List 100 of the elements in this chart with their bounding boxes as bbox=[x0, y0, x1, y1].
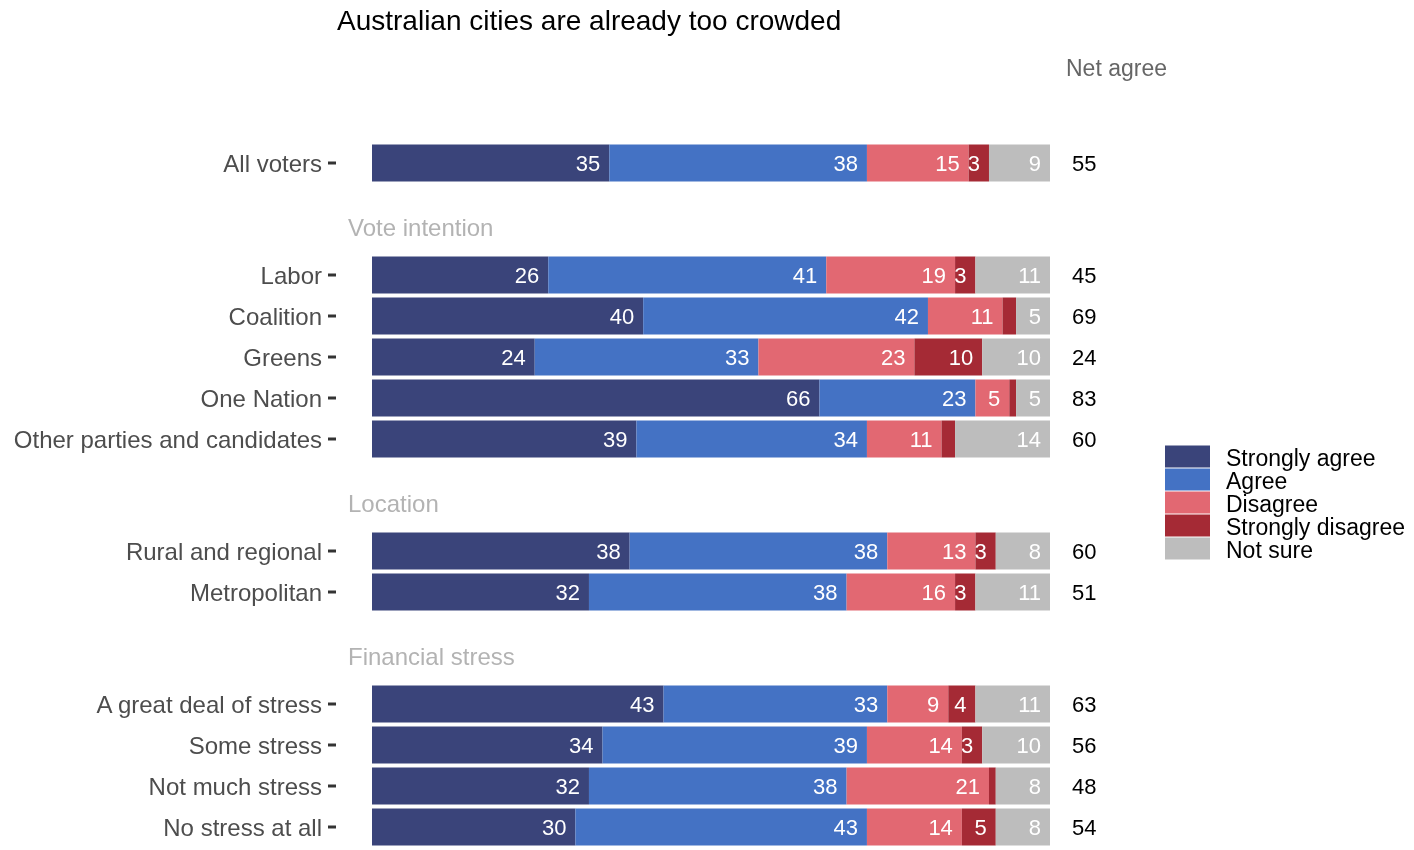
data-label: 8 bbox=[1028, 773, 1041, 799]
data-label: 39 bbox=[602, 426, 628, 452]
data-label: 3 bbox=[967, 150, 980, 176]
bar bbox=[914, 338, 983, 376]
bar bbox=[636, 420, 867, 458]
data-label: 14 bbox=[928, 814, 953, 840]
data-label: 34 bbox=[833, 426, 858, 452]
bar bbox=[988, 144, 1050, 182]
data-label: 15 bbox=[935, 150, 960, 176]
data-label: 24 bbox=[501, 344, 526, 370]
bar bbox=[819, 379, 976, 417]
data-label: 38 bbox=[813, 773, 838, 799]
bar bbox=[975, 685, 1050, 723]
bar bbox=[602, 726, 867, 764]
data-label: 26 bbox=[514, 262, 540, 288]
data-label: 10 bbox=[1016, 344, 1041, 370]
data-label: 13 bbox=[941, 538, 967, 564]
data-label: 14 bbox=[928, 732, 953, 758]
bar bbox=[588, 767, 847, 805]
bar bbox=[948, 685, 976, 723]
data-label: 11 bbox=[909, 426, 933, 452]
data-label: 39 bbox=[833, 732, 858, 758]
y-tick-label: Labor bbox=[260, 261, 322, 289]
data-label: 33 bbox=[853, 691, 879, 717]
data-label: 9 bbox=[927, 691, 940, 717]
data-label: 42 bbox=[894, 303, 919, 329]
text: 56 bbox=[1072, 732, 1097, 758]
data-label: 23 bbox=[880, 344, 906, 370]
bar bbox=[372, 767, 589, 805]
data-label: 38 bbox=[596, 538, 621, 564]
data-label: 5 bbox=[974, 814, 987, 840]
text: 83 bbox=[1072, 385, 1097, 411]
bar bbox=[372, 144, 610, 182]
data-label: 43 bbox=[833, 814, 858, 840]
data-label: 10 bbox=[948, 344, 974, 370]
text: 24 bbox=[1072, 344, 1097, 370]
y-tick-label: Coalition bbox=[228, 302, 322, 330]
bar bbox=[663, 685, 888, 723]
bar bbox=[372, 726, 603, 764]
bar bbox=[975, 573, 1050, 611]
data-label: 11 bbox=[1018, 579, 1041, 605]
data-label: 5 bbox=[1028, 385, 1041, 411]
y-tick-label: Some stress bbox=[188, 731, 322, 759]
y-tick-label: Not much stress bbox=[148, 772, 322, 800]
data-label: 43 bbox=[630, 691, 655, 717]
text: Net agree bbox=[1066, 55, 1168, 81]
bar bbox=[372, 685, 664, 723]
bar bbox=[575, 808, 867, 846]
bar bbox=[866, 420, 942, 458]
bar bbox=[1016, 379, 1050, 417]
data-label: 5 bbox=[988, 385, 1001, 411]
bar bbox=[927, 297, 1003, 335]
data-label: 8 bbox=[1028, 814, 1041, 840]
data-label: 4 bbox=[954, 691, 967, 717]
bar bbox=[975, 532, 996, 570]
bar bbox=[846, 767, 989, 805]
data-label: 41 bbox=[792, 262, 818, 288]
bar bbox=[995, 767, 1050, 805]
data-label: 9 bbox=[1028, 150, 1041, 176]
bar bbox=[609, 144, 867, 182]
bar bbox=[995, 532, 1050, 570]
text: 63 bbox=[1072, 691, 1097, 717]
data-label: 66 bbox=[786, 385, 811, 411]
bar bbox=[866, 726, 962, 764]
data-label: 5 bbox=[1028, 303, 1041, 329]
data-label: 11 bbox=[1018, 691, 1041, 717]
bar bbox=[588, 573, 847, 611]
bar bbox=[988, 767, 996, 805]
bar bbox=[846, 573, 956, 611]
bar bbox=[995, 808, 1050, 846]
text: 48 bbox=[1072, 773, 1097, 799]
y-tick-label: No stress at all bbox=[163, 813, 322, 841]
bar bbox=[961, 808, 996, 846]
data-label: 34 bbox=[569, 732, 594, 758]
bar bbox=[372, 532, 630, 570]
data-label: 3 bbox=[974, 538, 987, 564]
bar bbox=[372, 573, 589, 611]
data-label: 38 bbox=[813, 579, 838, 605]
bar bbox=[372, 808, 576, 846]
y-tick-label: A great deal of stress bbox=[96, 690, 322, 718]
bar bbox=[548, 256, 827, 294]
bar bbox=[534, 338, 759, 376]
text: 69 bbox=[1072, 303, 1097, 329]
bar bbox=[372, 256, 549, 294]
y-tick-label: Other parties and candidates bbox=[13, 425, 322, 453]
text: 60 bbox=[1072, 426, 1097, 452]
bar bbox=[758, 338, 915, 376]
text: 55 bbox=[1072, 150, 1097, 176]
bar bbox=[887, 685, 949, 723]
data-label: 19 bbox=[921, 262, 947, 288]
bar bbox=[372, 338, 535, 376]
data-label: 32 bbox=[555, 579, 580, 605]
text: 45 bbox=[1072, 262, 1097, 288]
data-label: 14 bbox=[1016, 426, 1041, 452]
chart-title: Vote intention bbox=[348, 213, 494, 241]
bar bbox=[955, 420, 1050, 458]
y-tick-label: Metropolitan bbox=[189, 578, 322, 606]
data-label: 11 bbox=[1018, 262, 1041, 288]
data-label: 30 bbox=[541, 814, 567, 840]
y-tick-label: Greens bbox=[243, 343, 322, 371]
